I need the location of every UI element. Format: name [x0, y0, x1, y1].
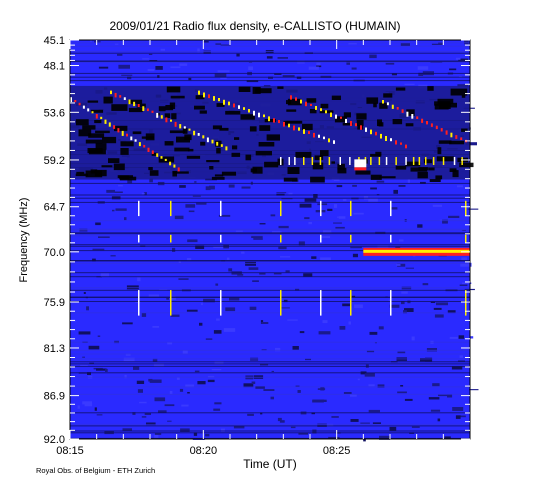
chart-title: 2009/01/21 Radio flux density, e-CALLIST… [109, 19, 400, 33]
y-tick-label: 48.1 [44, 61, 65, 73]
continuous-band-core [363, 249, 470, 253]
plot-area [70, 40, 479, 442]
y-tick-label: 45.1 [44, 35, 65, 47]
footer-credit: Royal Obs. of Belgium - ETH Zurich [36, 466, 156, 475]
y-tick-label: 75.9 [44, 297, 65, 309]
y-tick-label: 53.6 [44, 107, 65, 119]
saturated-patch [354, 159, 367, 168]
interference-lines [138, 200, 467, 316]
burst-lanes [70, 90, 468, 172]
plot-frame [69, 39, 471, 440]
y-axis-label: Frequency (MHz) [18, 198, 30, 283]
axes: 45.1 48.1 53.6 59.2 64.7 70.0 75.9 81.3 86.9 92.0… [44, 35, 471, 457]
x-tick-label: 08:20 [190, 445, 218, 457]
saturated-patch-edge [354, 167, 367, 171]
x-tick-label: 08:15 [56, 445, 84, 457]
y-tick-label: 92.0 [44, 434, 65, 446]
y-tick-label: 64.7 [44, 202, 65, 214]
x-axis-label: Time (UT) [243, 457, 297, 471]
y-tick-label: 81.3 [44, 343, 65, 355]
y-tick-label: 70.0 [44, 247, 65, 259]
x-tick-label: 08:25 [323, 445, 351, 457]
y-tick-label: 59.2 [44, 155, 65, 167]
y-tick-label: 86.9 [44, 391, 65, 403]
burst-dark-patches [75, 86, 474, 183]
